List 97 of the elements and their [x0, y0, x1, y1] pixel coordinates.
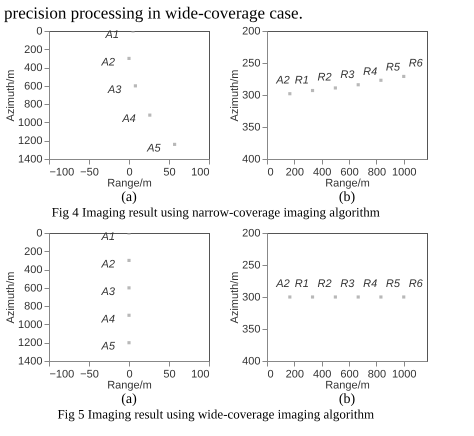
y-tick-label: 300 [242, 90, 260, 102]
point [379, 78, 382, 82]
annotation: A2 [100, 56, 115, 68]
y-axis-title: Azimuth/m [229, 272, 242, 324]
x-tick-label: −50 [80, 368, 99, 380]
point [402, 74, 406, 78]
annotation: A2 [275, 74, 290, 87]
annotation: A2 [275, 278, 290, 290]
y-tick-label: 350 [242, 122, 260, 134]
y-tick-label: 200 [24, 246, 42, 258]
y-tick-label: 400 [242, 356, 260, 368]
y-tick-label: 600 [24, 80, 42, 92]
y-tick-label: 1000 [18, 318, 42, 331]
annotation: R2 [318, 278, 332, 290]
annotation: A1 [104, 29, 119, 41]
annotation: R3 [340, 278, 356, 290]
annotation: R2 [318, 72, 332, 84]
annotation: A5 [146, 142, 162, 154]
annotation: A4 [100, 313, 115, 326]
y-axis-title: Azimuth/m [5, 70, 18, 122]
annotation: R6 [408, 278, 424, 290]
point [127, 341, 131, 344]
text: (b) [338, 190, 356, 205]
x-tick-label: 0 [126, 368, 133, 380]
y-tick-label: 200 [24, 44, 42, 56]
text: (a) [121, 392, 138, 407]
y-tick-label: 200 [242, 228, 260, 240]
y-tick-label: 350 [242, 324, 260, 336]
x-tick-label: 800 [368, 166, 386, 178]
y-tick-label: 0 [36, 26, 42, 38]
y-tick-label: 400 [242, 154, 260, 166]
y-tick-label: 600 [24, 282, 42, 294]
annotation: A4 [121, 113, 136, 126]
annotation: A3 [100, 286, 116, 298]
y-tick-label: 1200 [18, 337, 42, 350]
y-tick-label: 250 [242, 260, 260, 272]
x-tick-label: 50 [163, 368, 176, 380]
x-tick-label: 100 [191, 166, 210, 178]
point [334, 86, 337, 90]
x-tick-label: 400 [313, 166, 332, 178]
text: (a) [121, 190, 138, 205]
x-tick-label: 400 [313, 368, 332, 380]
annotation: R5 [386, 278, 401, 290]
y-tick-label: 400 [24, 264, 42, 276]
x-tick-label: 1000 [392, 166, 416, 178]
y-tick-label: 1200 [18, 135, 42, 148]
x-axis-title: Range/m [325, 380, 370, 392]
y-tick-label: 1400 [18, 356, 42, 368]
y-axis-title: Azimuth/m [229, 70, 242, 122]
y-tick-label: 800 [24, 98, 42, 111]
point [310, 88, 314, 92]
annotation: R5 [386, 61, 401, 74]
annotation: A5 [100, 340, 116, 353]
y-tick-label: 400 [24, 62, 42, 74]
x-tick-label: 200 [286, 166, 304, 178]
caption: Fig 4 Imaging result using narrow-coverage imaging algorithm [52, 204, 380, 220]
y-tick-label: 1000 [18, 116, 42, 129]
x-tick-label: 0 [126, 166, 133, 178]
x-tick-label: −50 [80, 166, 99, 178]
annotation: A1 [100, 231, 115, 243]
x-tick-label: 0 [268, 368, 274, 380]
x-tick-label: 600 [340, 166, 359, 178]
x-axis-title: Range/m [107, 380, 152, 392]
y-tick-label: 300 [242, 292, 260, 304]
x-tick-label: 0 [268, 166, 274, 178]
x-tick-label: 100 [191, 368, 210, 380]
x-tick-label: 200 [286, 368, 304, 380]
y-tick-label: 800 [24, 300, 42, 313]
point [127, 258, 131, 262]
x-tick-label: 800 [368, 368, 386, 380]
annotation: R4 [363, 278, 378, 290]
annotation: R3 [340, 68, 356, 81]
y-tick-label: 200 [242, 26, 260, 38]
point [127, 314, 131, 317]
y-tick-label: 1400 [18, 154, 42, 166]
text: (b) [338, 392, 356, 407]
annotation: R1 [294, 74, 309, 87]
y-axis-title: Azimuth/m [5, 272, 18, 324]
x-axis-title: Range/m [107, 178, 152, 190]
point [288, 92, 292, 96]
caption: Fig 5 Imaging result using wide-coverage imaging algorithm [57, 406, 374, 422]
chart-title: precision processing in wide-coverage case. [4, 4, 303, 22]
x-tick-label: −100 [50, 368, 74, 380]
x-tick-label: 50 [163, 166, 176, 178]
annotation: A2 [100, 258, 115, 270]
x-tick-label: 1000 [392, 368, 416, 380]
point [356, 83, 360, 86]
x-tick-label: 600 [340, 368, 359, 380]
annotation: A3 [106, 84, 122, 96]
point [127, 286, 131, 290]
annotation: R6 [408, 57, 424, 70]
annotation: R1 [294, 278, 309, 290]
annotation: R4 [363, 66, 378, 78]
x-axis-title: Range/m [325, 178, 370, 190]
y-tick-label: 250 [242, 58, 260, 70]
x-tick-label: −100 [50, 166, 74, 178]
y-tick-label: 0 [36, 228, 42, 240]
